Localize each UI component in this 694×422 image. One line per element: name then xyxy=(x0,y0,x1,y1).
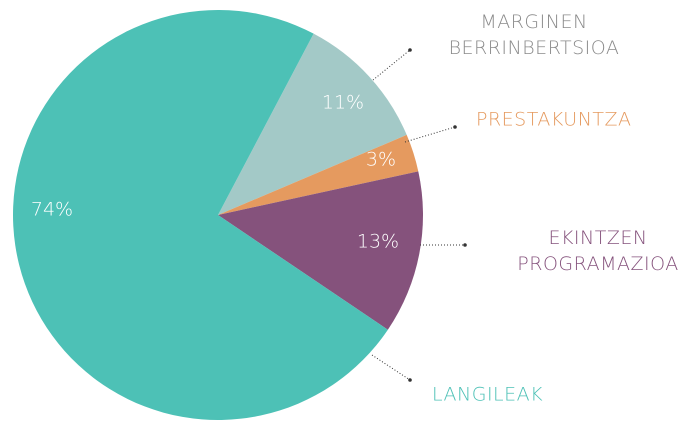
leader-line xyxy=(372,49,411,81)
category-label: LANGILEAK xyxy=(432,384,543,406)
category-label: EKINTZEN PROGRAMAZIOA xyxy=(517,227,678,275)
pie-slice xyxy=(218,33,407,215)
leader-dot xyxy=(408,48,412,52)
leader-dot xyxy=(408,378,412,382)
pie-slice xyxy=(218,134,419,215)
category-label: PRESTAKUNTZA xyxy=(476,109,632,131)
pie-slice xyxy=(13,9,388,421)
leader-dot xyxy=(463,243,467,247)
value-label: 3% xyxy=(366,149,396,171)
value-label: 11% xyxy=(322,92,364,114)
value-label: 74% xyxy=(31,199,73,221)
leader-line xyxy=(371,354,411,381)
leader-dot xyxy=(453,125,457,129)
pie-slice xyxy=(218,171,423,330)
leader-line xyxy=(404,126,456,143)
category-label: MARGINEN BERRINBERTSIOA xyxy=(449,11,620,59)
value-label: 13% xyxy=(357,231,399,253)
